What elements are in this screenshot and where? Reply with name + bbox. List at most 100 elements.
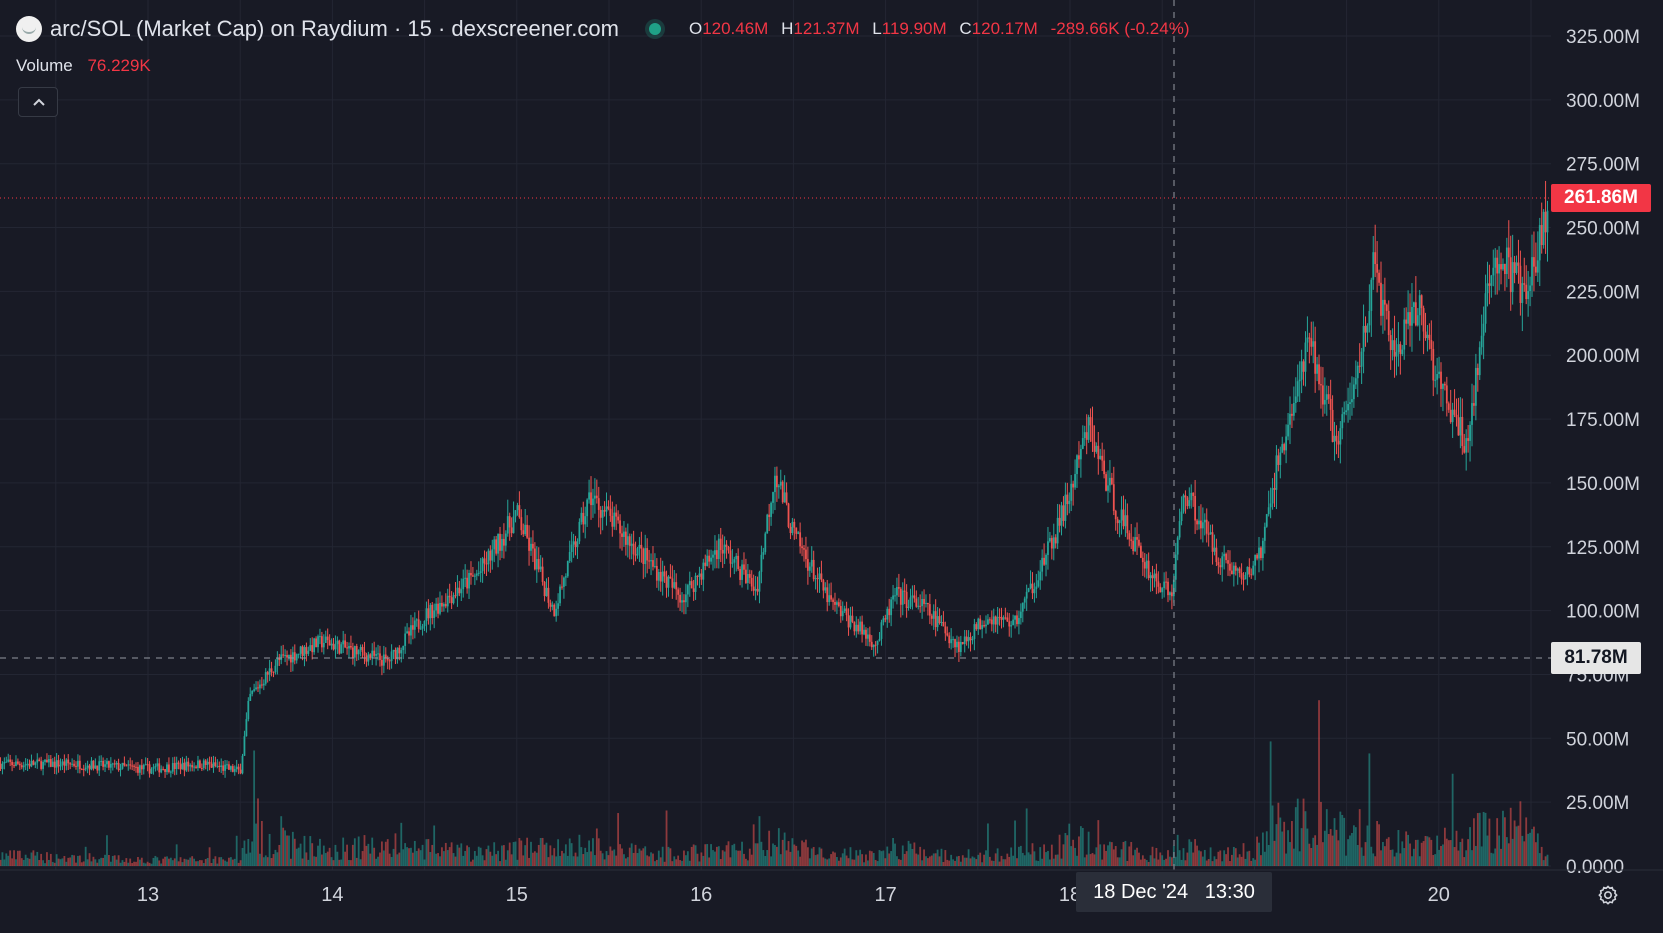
candle-body [108, 761, 110, 768]
candle-body [1401, 349, 1404, 355]
candle-body [160, 768, 163, 773]
candle-body [1474, 367, 1477, 406]
candle-body [1533, 257, 1535, 267]
candle-body [260, 684, 263, 686]
volume-bar [516, 859, 519, 866]
volume-bar [413, 840, 416, 866]
candle-body [557, 603, 560, 609]
volume-bar [1372, 853, 1375, 866]
candle-body [1209, 532, 1212, 535]
volume-bar [365, 845, 368, 866]
settings-gear-icon[interactable] [1596, 883, 1620, 907]
volume-bar [195, 861, 197, 866]
candle-body [257, 687, 259, 689]
candle-body [917, 605, 920, 607]
candle-body [26, 763, 29, 765]
candle-body [1227, 560, 1229, 564]
volume-bar [1200, 851, 1202, 866]
volume-bar [1283, 821, 1286, 866]
candle-body [665, 576, 668, 588]
volume-bar [746, 860, 749, 866]
volume-bar [1519, 801, 1522, 866]
volume-bar [1107, 845, 1109, 866]
candle-body [932, 611, 935, 619]
volume-bar [818, 847, 821, 866]
candle-body [152, 767, 155, 769]
volume-bar [1418, 856, 1421, 866]
candle-body [286, 655, 288, 658]
volume-bar [957, 855, 960, 866]
token-logo-icon [16, 16, 42, 42]
volume-bar [1041, 858, 1044, 866]
candle-body [276, 657, 279, 666]
candle-body [330, 643, 333, 646]
candle-body [601, 510, 604, 518]
volume-bar [878, 850, 881, 866]
candle-body [168, 764, 170, 773]
candle-body [626, 536, 629, 545]
candle-body [820, 573, 823, 581]
candle-body [208, 761, 211, 764]
volume-bar [315, 856, 317, 866]
candle-body [657, 571, 660, 581]
candle-body [470, 572, 472, 576]
volume-bar [1016, 858, 1018, 866]
volume-bar [994, 853, 997, 866]
collapse-legend-button[interactable] [18, 87, 58, 117]
volume-bar [863, 862, 865, 866]
volume-bar [1201, 856, 1204, 866]
volume-bar [700, 852, 703, 866]
candle-body [1308, 337, 1311, 339]
candle-body [189, 765, 192, 767]
candle-body [266, 672, 269, 675]
candle-body [911, 595, 914, 598]
volume-bar [654, 861, 656, 866]
candle-body [559, 586, 561, 604]
candle-body [543, 581, 546, 597]
candle-body [921, 598, 924, 607]
candle-body [667, 576, 670, 588]
candle-body [896, 587, 898, 596]
volume-bar [868, 850, 871, 866]
volume-bar [71, 854, 74, 866]
volume-bar [1426, 836, 1429, 866]
volume-bar [775, 846, 778, 866]
volume-bar [932, 853, 935, 866]
candle-body [1409, 312, 1411, 326]
candle-body [959, 642, 962, 653]
volume-bar [928, 856, 931, 866]
candle-body [884, 618, 887, 620]
volume-bar [950, 854, 953, 866]
volume-bar [1190, 841, 1193, 866]
volume-bar [710, 844, 712, 866]
candle-body [1083, 432, 1086, 439]
volume-bar [733, 843, 736, 866]
volume-bar [1194, 839, 1197, 866]
volume-bar [446, 850, 449, 866]
candle-body [452, 595, 455, 604]
volume-bar [1445, 838, 1448, 866]
candle-body [46, 759, 48, 763]
candle-body [427, 608, 430, 619]
volume-bar [392, 848, 395, 866]
volume-bar [588, 840, 590, 866]
candle-body [1045, 554, 1047, 565]
candle-body [812, 559, 815, 580]
candle-body [1281, 444, 1284, 453]
volume-bar [1078, 836, 1080, 866]
candle-body [173, 763, 176, 770]
candle-body [1182, 495, 1185, 512]
volume-bar [882, 850, 885, 866]
volume-bar [1294, 807, 1297, 866]
candle-body [382, 654, 385, 666]
candle-body [549, 602, 552, 607]
volume-bar [739, 850, 742, 866]
volume-bar [502, 845, 505, 866]
candle-body [390, 651, 393, 662]
volume-bar [32, 850, 35, 866]
volume-bar [123, 861, 126, 866]
candle-body [18, 763, 21, 766]
volume-bar [572, 856, 575, 866]
volume-bar [1112, 849, 1115, 866]
